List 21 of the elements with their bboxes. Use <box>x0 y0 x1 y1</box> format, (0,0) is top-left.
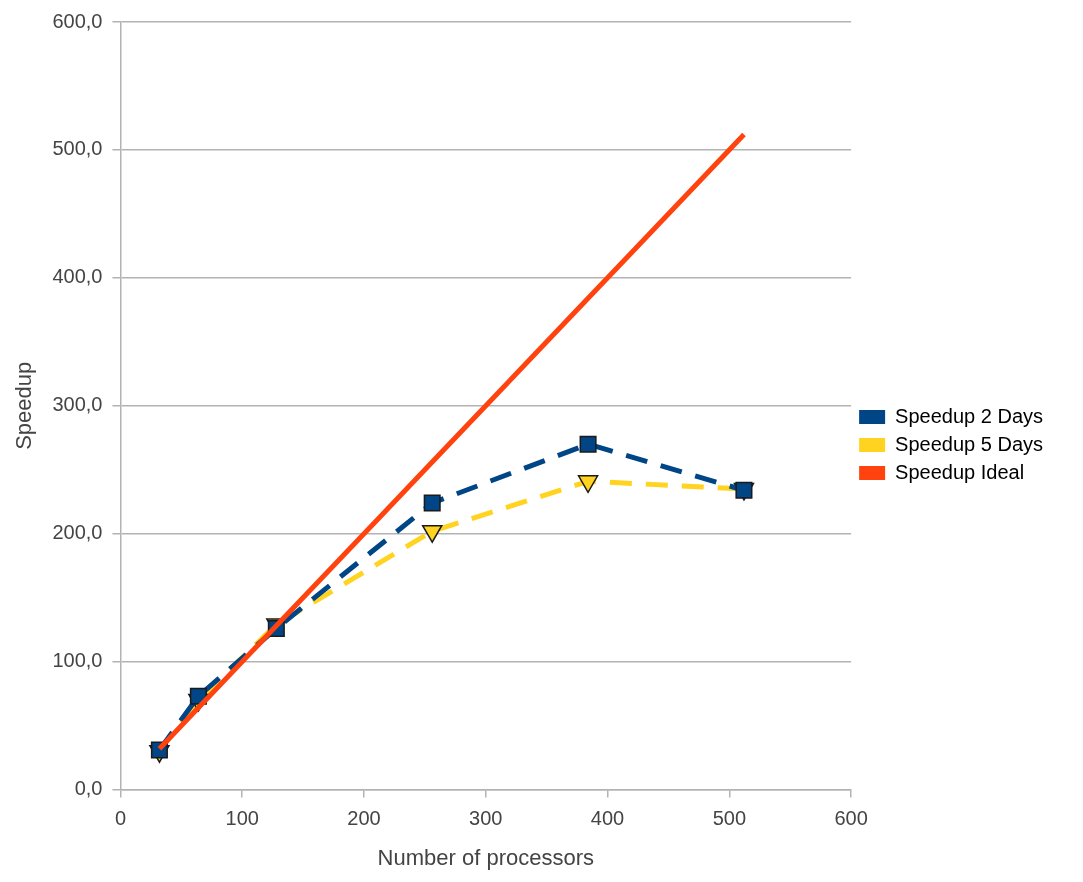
y-tick-label: 200,0 <box>52 521 103 544</box>
y-tick-label: 400,0 <box>52 265 103 288</box>
x-axis-title: Number of processors <box>377 844 594 870</box>
y-tick-label: 300,0 <box>52 393 103 416</box>
legend-label: Speedup Ideal <box>895 460 1025 483</box>
y-tick-label: 100,0 <box>52 649 103 672</box>
x-tick-label: 300 <box>469 807 503 830</box>
x-tick-label: 100 <box>225 807 259 830</box>
point <box>579 435 597 453</box>
x-tick-label: 600 <box>834 807 868 830</box>
point <box>423 494 441 512</box>
y-tick-label: 600,0 <box>52 9 103 32</box>
y-tick-label: 0,0 <box>74 777 103 800</box>
x-tick-label: 400 <box>590 807 625 830</box>
x-tick-label: 500 <box>712 807 747 830</box>
y-axis-title: Speedup <box>11 361 37 450</box>
x-tick-label: 0 <box>114 807 127 830</box>
x-tick-label: 200 <box>347 807 381 830</box>
legend-label: Speedup 5 Days <box>895 432 1044 455</box>
legend-label: Speedup 2 Days <box>895 404 1044 427</box>
y-tick-label: 500,0 <box>52 137 103 160</box>
